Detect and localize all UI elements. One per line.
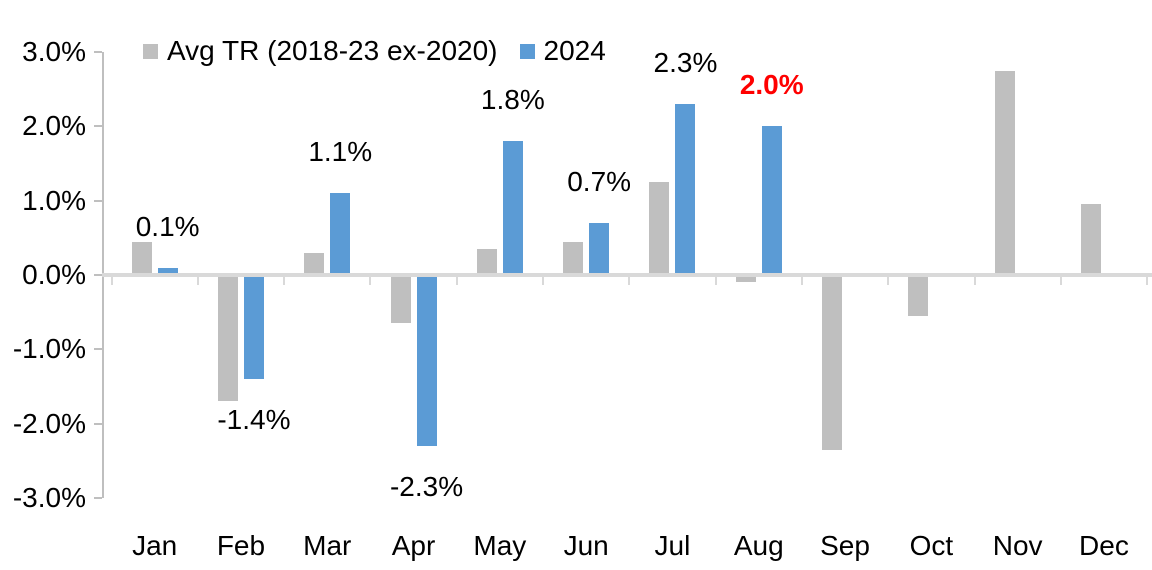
x-axis-tick [455,277,458,285]
x-axis-tick [887,277,890,285]
bar-2024-jun [589,222,610,275]
bar-avg-tr-may [476,248,497,275]
bar-2024-apr [416,275,437,446]
bar-avg-tr-jul [649,182,670,275]
bar-2024-mar [330,193,351,275]
data-label-feb: -1.4% [217,404,291,436]
data-label-aug: 2.0% [739,69,804,101]
x-axis-label-may: May [473,530,527,561]
bar-avg-tr-jan [131,241,152,275]
data-label-jan: 0.1% [135,210,200,242]
y-axis-label: 2.0% [22,110,86,142]
y-axis-tick [94,51,102,53]
x-axis-label-oct: Oct [909,530,954,561]
legend-item-avg-tr: Avg TR (2018-23 ex-2020) [143,36,498,66]
y-axis-label: 1.0% [22,184,86,216]
x-axis-label-apr: Apr [391,530,436,561]
x-axis-label-aug: Aug [733,530,784,561]
legend-swatch-avg-tr [143,43,158,59]
x-axis-label-jul: Jul [654,530,691,561]
x-axis-tick [1059,277,1062,285]
x-axis-tick [196,277,199,285]
bar-2024-jan [157,267,178,275]
bar-avg-tr-nov [994,70,1015,275]
bar-2024-aug [761,126,782,275]
legend-swatch-2024 [519,43,535,59]
y-axis-tick [94,422,102,425]
x-axis-label-feb: Feb [216,530,266,561]
legend-label-2024: 2024 [543,35,606,66]
bar-avg-tr-sep [822,275,843,450]
y-axis-tick [94,199,102,202]
x-axis-tick [800,277,803,285]
bar-2024-feb [243,275,264,380]
y-axis-label: -1.0% [12,333,86,365]
x-axis-line [102,273,1152,277]
bar-avg-tr-mar [304,252,325,275]
data-label-jul: 2.3% [653,47,718,79]
y-axis-tick [94,274,102,276]
x-axis-tick [369,277,372,285]
x-axis-label-nov: Nov [992,530,1043,561]
x-axis-tick [1146,277,1149,285]
x-axis-label-jun: Jun [563,530,609,561]
chart-legend: Avg TR (2018-23 ex-2020) 2024 [143,36,606,66]
x-axis-label-jan: Jan [132,530,178,561]
y-axis-label: -3.0% [12,481,86,513]
bar-2024-jul [675,104,696,275]
bar-avg-tr-dec [1080,204,1101,275]
x-axis-label-mar: Mar [303,530,352,561]
y-axis-tick [94,125,102,128]
bar-avg-tr-oct [908,275,929,316]
data-label-jun: 0.7% [567,165,632,197]
bar-avg-tr-aug [735,275,756,283]
x-axis-tick [628,277,631,285]
x-axis-tick [283,277,286,285]
y-axis-tick [94,496,102,499]
bar-2024-may [502,141,523,275]
y-axis-label: 3.0% [22,36,86,67]
bar-avg-tr-feb [217,275,238,402]
y-axis-label: 0.0% [22,259,86,290]
data-label-mar: 1.1% [308,136,373,168]
bar-avg-tr-jun [563,241,584,275]
legend-label-avg-tr: Avg TR (2018-23 ex-2020) [167,35,498,66]
y-axis-label: -2.0% [12,407,86,439]
x-axis-tick [110,277,113,285]
data-label-apr: -2.3% [389,470,464,502]
x-axis-label-sep: Sep [820,530,870,561]
bar-avg-tr-apr [390,275,411,324]
legend-item-2024: 2024 [519,35,606,66]
x-axis-label-dec: Dec [1079,530,1129,561]
x-axis-tick [973,277,976,285]
x-axis-tick [714,277,717,285]
y-axis-tick [94,348,102,351]
data-label-may: 1.8% [480,84,545,116]
x-axis-tick [542,277,544,285]
